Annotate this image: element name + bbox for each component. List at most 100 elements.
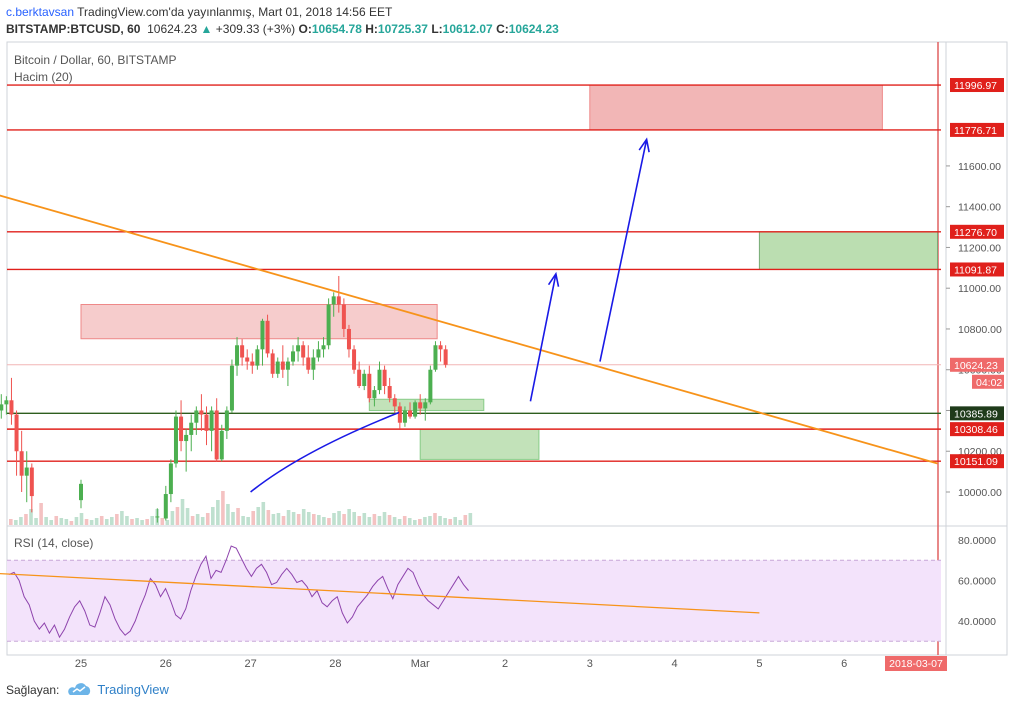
volume-bar (281, 516, 286, 525)
volume-bar (64, 519, 69, 525)
volume-bar (216, 500, 220, 525)
volume-bar (226, 504, 230, 525)
candle-body (9, 400, 14, 415)
price-label-text: 10151.09 (954, 456, 998, 468)
candle-body (224, 410, 229, 431)
cursor-date-label: 2018-03-07 (889, 658, 943, 670)
main-panel-title: Bitcoin / Dollar, 60, BITSTAMP (14, 53, 177, 67)
candle-body (204, 414, 209, 431)
volume-bar (135, 518, 139, 525)
rsi-tick-label: 80.0000 (958, 535, 996, 547)
price-tick-label: 10000.00 (958, 487, 1002, 499)
footer-label: Sağlayan: (6, 682, 60, 697)
chart-frame (6, 41, 1008, 656)
rsi-trendline (0, 572, 760, 614)
arrow-head-icon (547, 271, 560, 287)
volume-bar (236, 508, 240, 525)
volume-bar (175, 507, 180, 525)
volume-bar (402, 516, 407, 525)
volume-bar (458, 520, 463, 525)
author-link[interactable]: c.berktavsan (6, 5, 75, 19)
price-label-box (950, 454, 1004, 469)
time-tick-label: 2 (502, 658, 508, 670)
volume-bar (54, 516, 59, 525)
volume-bar (256, 507, 261, 525)
volume-bar (29, 509, 33, 525)
price-tick-label: 10800.00 (958, 324, 1002, 336)
volume-bar (438, 516, 442, 525)
low-label: L: (431, 22, 443, 36)
candle-body (413, 402, 418, 417)
volume-bar (286, 510, 291, 525)
volume-bar (89, 520, 94, 525)
price-label-text: 11091.87 (954, 264, 997, 276)
volume-bar (423, 517, 427, 525)
price-label-box (950, 122, 1004, 137)
candle-body (245, 357, 250, 362)
candle-body (199, 410, 204, 415)
rsi-tick-label: 60.0000 (958, 576, 996, 588)
zone-support (419, 428, 540, 460)
candle-body (352, 349, 357, 370)
volume-bar (246, 517, 250, 525)
candle-body (387, 386, 392, 399)
candle-body (24, 467, 29, 476)
price-label-text: 11276.70 (954, 227, 997, 239)
tradingview-logo[interactable]: TradingView (67, 682, 169, 697)
tradingview-cloud-icon (68, 682, 91, 695)
high-value: 10725.37 (377, 22, 428, 36)
volume-bar (317, 515, 321, 525)
volume-bar (332, 513, 336, 525)
candle-body (4, 400, 9, 405)
time-tick-label: 26 (160, 658, 172, 670)
price-label-box (972, 374, 1004, 389)
volume-bar (357, 516, 362, 525)
candle-body (219, 430, 224, 460)
rsi-line (8, 545, 469, 639)
open-label: O: (298, 22, 312, 36)
volume-bar (301, 509, 306, 525)
volume-bar (145, 519, 149, 525)
volume-bar (9, 519, 13, 525)
price-label-text: 11776.71 (954, 125, 997, 137)
volume-bar (433, 513, 437, 525)
volume-bar (185, 508, 190, 525)
candle-body (19, 451, 24, 476)
candle-body (250, 361, 255, 366)
volume-bar (180, 499, 185, 525)
volume-bar (261, 502, 266, 525)
volume-bar (266, 510, 271, 525)
candle-body (331, 296, 336, 305)
tradingview-brand: TradingView (97, 682, 169, 697)
candle-body (301, 345, 306, 358)
candle-body (306, 357, 311, 370)
candle-body (240, 345, 245, 358)
volume-bar (14, 520, 18, 525)
volume-bar (130, 519, 134, 525)
descending-trendline (0, 194, 938, 465)
candle-body (443, 349, 448, 365)
price-label-box (950, 406, 1004, 421)
volume-bar (84, 519, 89, 525)
header-line-1: c.berktavsan TradingView.com'da yayınlan… (6, 5, 392, 19)
support-curve (250, 411, 400, 493)
volume-bar (377, 516, 382, 525)
candle-body (275, 361, 280, 374)
candle-body (163, 494, 168, 519)
rsi-band (7, 560, 941, 642)
volume-bar (276, 513, 281, 525)
volume-bar (211, 507, 215, 525)
candle-body (14, 414, 19, 452)
volume-bar (140, 520, 144, 525)
volume-bar (327, 518, 331, 525)
zone-resistance (80, 304, 438, 340)
candle-body (341, 304, 346, 329)
header-line-2: BITSTAMP:BTCUSD, 60 10624.23 ▲ +309.33 (… (6, 22, 559, 36)
volume-bar (170, 511, 175, 525)
volume-bar (463, 515, 468, 525)
last-price: 10624.23 (147, 22, 198, 36)
candle-body (209, 410, 214, 431)
volume-bar (372, 514, 377, 525)
volume-bar (221, 491, 225, 525)
